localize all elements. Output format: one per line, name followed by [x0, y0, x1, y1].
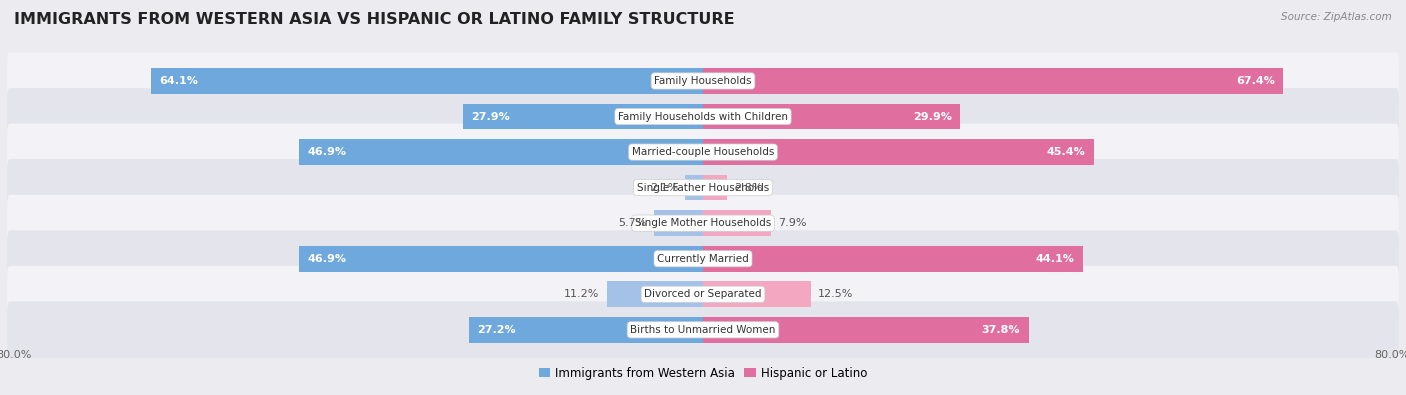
- FancyBboxPatch shape: [7, 266, 1399, 323]
- FancyBboxPatch shape: [7, 195, 1399, 252]
- Text: 2.8%: 2.8%: [734, 182, 762, 193]
- Bar: [703, 246, 1083, 271]
- Legend: Immigrants from Western Asia, Hispanic or Latino: Immigrants from Western Asia, Hispanic o…: [534, 362, 872, 384]
- Text: Births to Unmarried Women: Births to Unmarried Women: [630, 325, 776, 335]
- Bar: [703, 139, 1094, 165]
- Text: 46.9%: 46.9%: [308, 254, 347, 264]
- Text: Divorced or Separated: Divorced or Separated: [644, 289, 762, 299]
- Bar: [703, 282, 811, 307]
- Text: 67.4%: 67.4%: [1236, 76, 1275, 86]
- Bar: [299, 139, 703, 165]
- Text: 2.1%: 2.1%: [650, 182, 678, 193]
- Text: IMMIGRANTS FROM WESTERN ASIA VS HISPANIC OR LATINO FAMILY STRUCTURE: IMMIGRANTS FROM WESTERN ASIA VS HISPANIC…: [14, 12, 735, 27]
- Bar: [468, 317, 703, 342]
- FancyBboxPatch shape: [7, 301, 1399, 358]
- FancyBboxPatch shape: [7, 230, 1399, 287]
- Text: 64.1%: 64.1%: [160, 76, 198, 86]
- Bar: [703, 317, 1029, 342]
- FancyBboxPatch shape: [7, 124, 1399, 181]
- Text: 44.1%: 44.1%: [1035, 254, 1074, 264]
- Bar: [463, 104, 703, 129]
- Text: 45.4%: 45.4%: [1046, 147, 1085, 157]
- Bar: [685, 175, 703, 200]
- Text: 37.8%: 37.8%: [981, 325, 1019, 335]
- Text: Single Mother Households: Single Mother Households: [636, 218, 770, 228]
- Bar: [703, 175, 727, 200]
- FancyBboxPatch shape: [7, 88, 1399, 145]
- Text: Married-couple Households: Married-couple Households: [631, 147, 775, 157]
- Text: Currently Married: Currently Married: [657, 254, 749, 264]
- Text: 5.7%: 5.7%: [619, 218, 647, 228]
- Text: Family Households with Children: Family Households with Children: [619, 111, 787, 122]
- Bar: [606, 282, 703, 307]
- Text: 7.9%: 7.9%: [778, 218, 807, 228]
- Bar: [654, 211, 703, 236]
- Text: 27.9%: 27.9%: [471, 111, 510, 122]
- Text: 12.5%: 12.5%: [817, 289, 853, 299]
- Text: 27.2%: 27.2%: [478, 325, 516, 335]
- Bar: [150, 68, 703, 94]
- Bar: [299, 246, 703, 271]
- Bar: [703, 68, 1284, 94]
- Text: Family Households: Family Households: [654, 76, 752, 86]
- FancyBboxPatch shape: [7, 53, 1399, 109]
- Text: 11.2%: 11.2%: [564, 289, 599, 299]
- Bar: [703, 104, 960, 129]
- Text: Single Father Households: Single Father Households: [637, 182, 769, 193]
- Text: 29.9%: 29.9%: [912, 111, 952, 122]
- Text: Source: ZipAtlas.com: Source: ZipAtlas.com: [1281, 12, 1392, 22]
- FancyBboxPatch shape: [7, 159, 1399, 216]
- Bar: [703, 211, 770, 236]
- Text: 46.9%: 46.9%: [308, 147, 347, 157]
